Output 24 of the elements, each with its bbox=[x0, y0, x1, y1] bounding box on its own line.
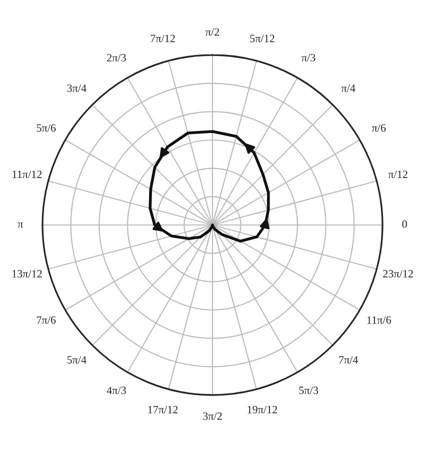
spoke-label: 5π/3 bbox=[299, 386, 318, 394]
spoke-label: 7π/6 bbox=[36, 316, 56, 324]
spoke-label: 5π/4 bbox=[67, 356, 86, 364]
spoke-label: 3π/4 bbox=[67, 84, 86, 92]
spoke-label: π/2 bbox=[206, 28, 220, 36]
spoke-label: π/4 bbox=[341, 84, 356, 92]
spoke-label: 3π/2 bbox=[203, 412, 222, 420]
spoke-label: 19π/12 bbox=[248, 406, 278, 414]
spoke-label: 2π/3 bbox=[107, 54, 126, 62]
spoke-label: 4π/3 bbox=[106, 386, 126, 394]
spoke-label: 0 bbox=[402, 220, 407, 228]
spoke-label: π bbox=[18, 222, 24, 228]
spoke-label: π/3 bbox=[302, 54, 316, 62]
spoke-label: 5π/12 bbox=[250, 34, 274, 42]
spoke-label: 11π/12 bbox=[12, 170, 42, 178]
spoke-label: 13π/12 bbox=[12, 270, 42, 278]
spoke-label: π/12 bbox=[388, 170, 408, 178]
spoke-label: 17π/12 bbox=[148, 406, 178, 414]
spoke-label: π/6 bbox=[372, 124, 386, 132]
spoke-label: 11π/6 bbox=[367, 316, 392, 324]
spoke-label: 5π/6 bbox=[36, 124, 56, 132]
spoke-label: 7π/12 bbox=[150, 34, 175, 42]
spoke-label: 23π/12 bbox=[383, 270, 413, 278]
spoke-label: 7π/4 bbox=[339, 356, 358, 364]
